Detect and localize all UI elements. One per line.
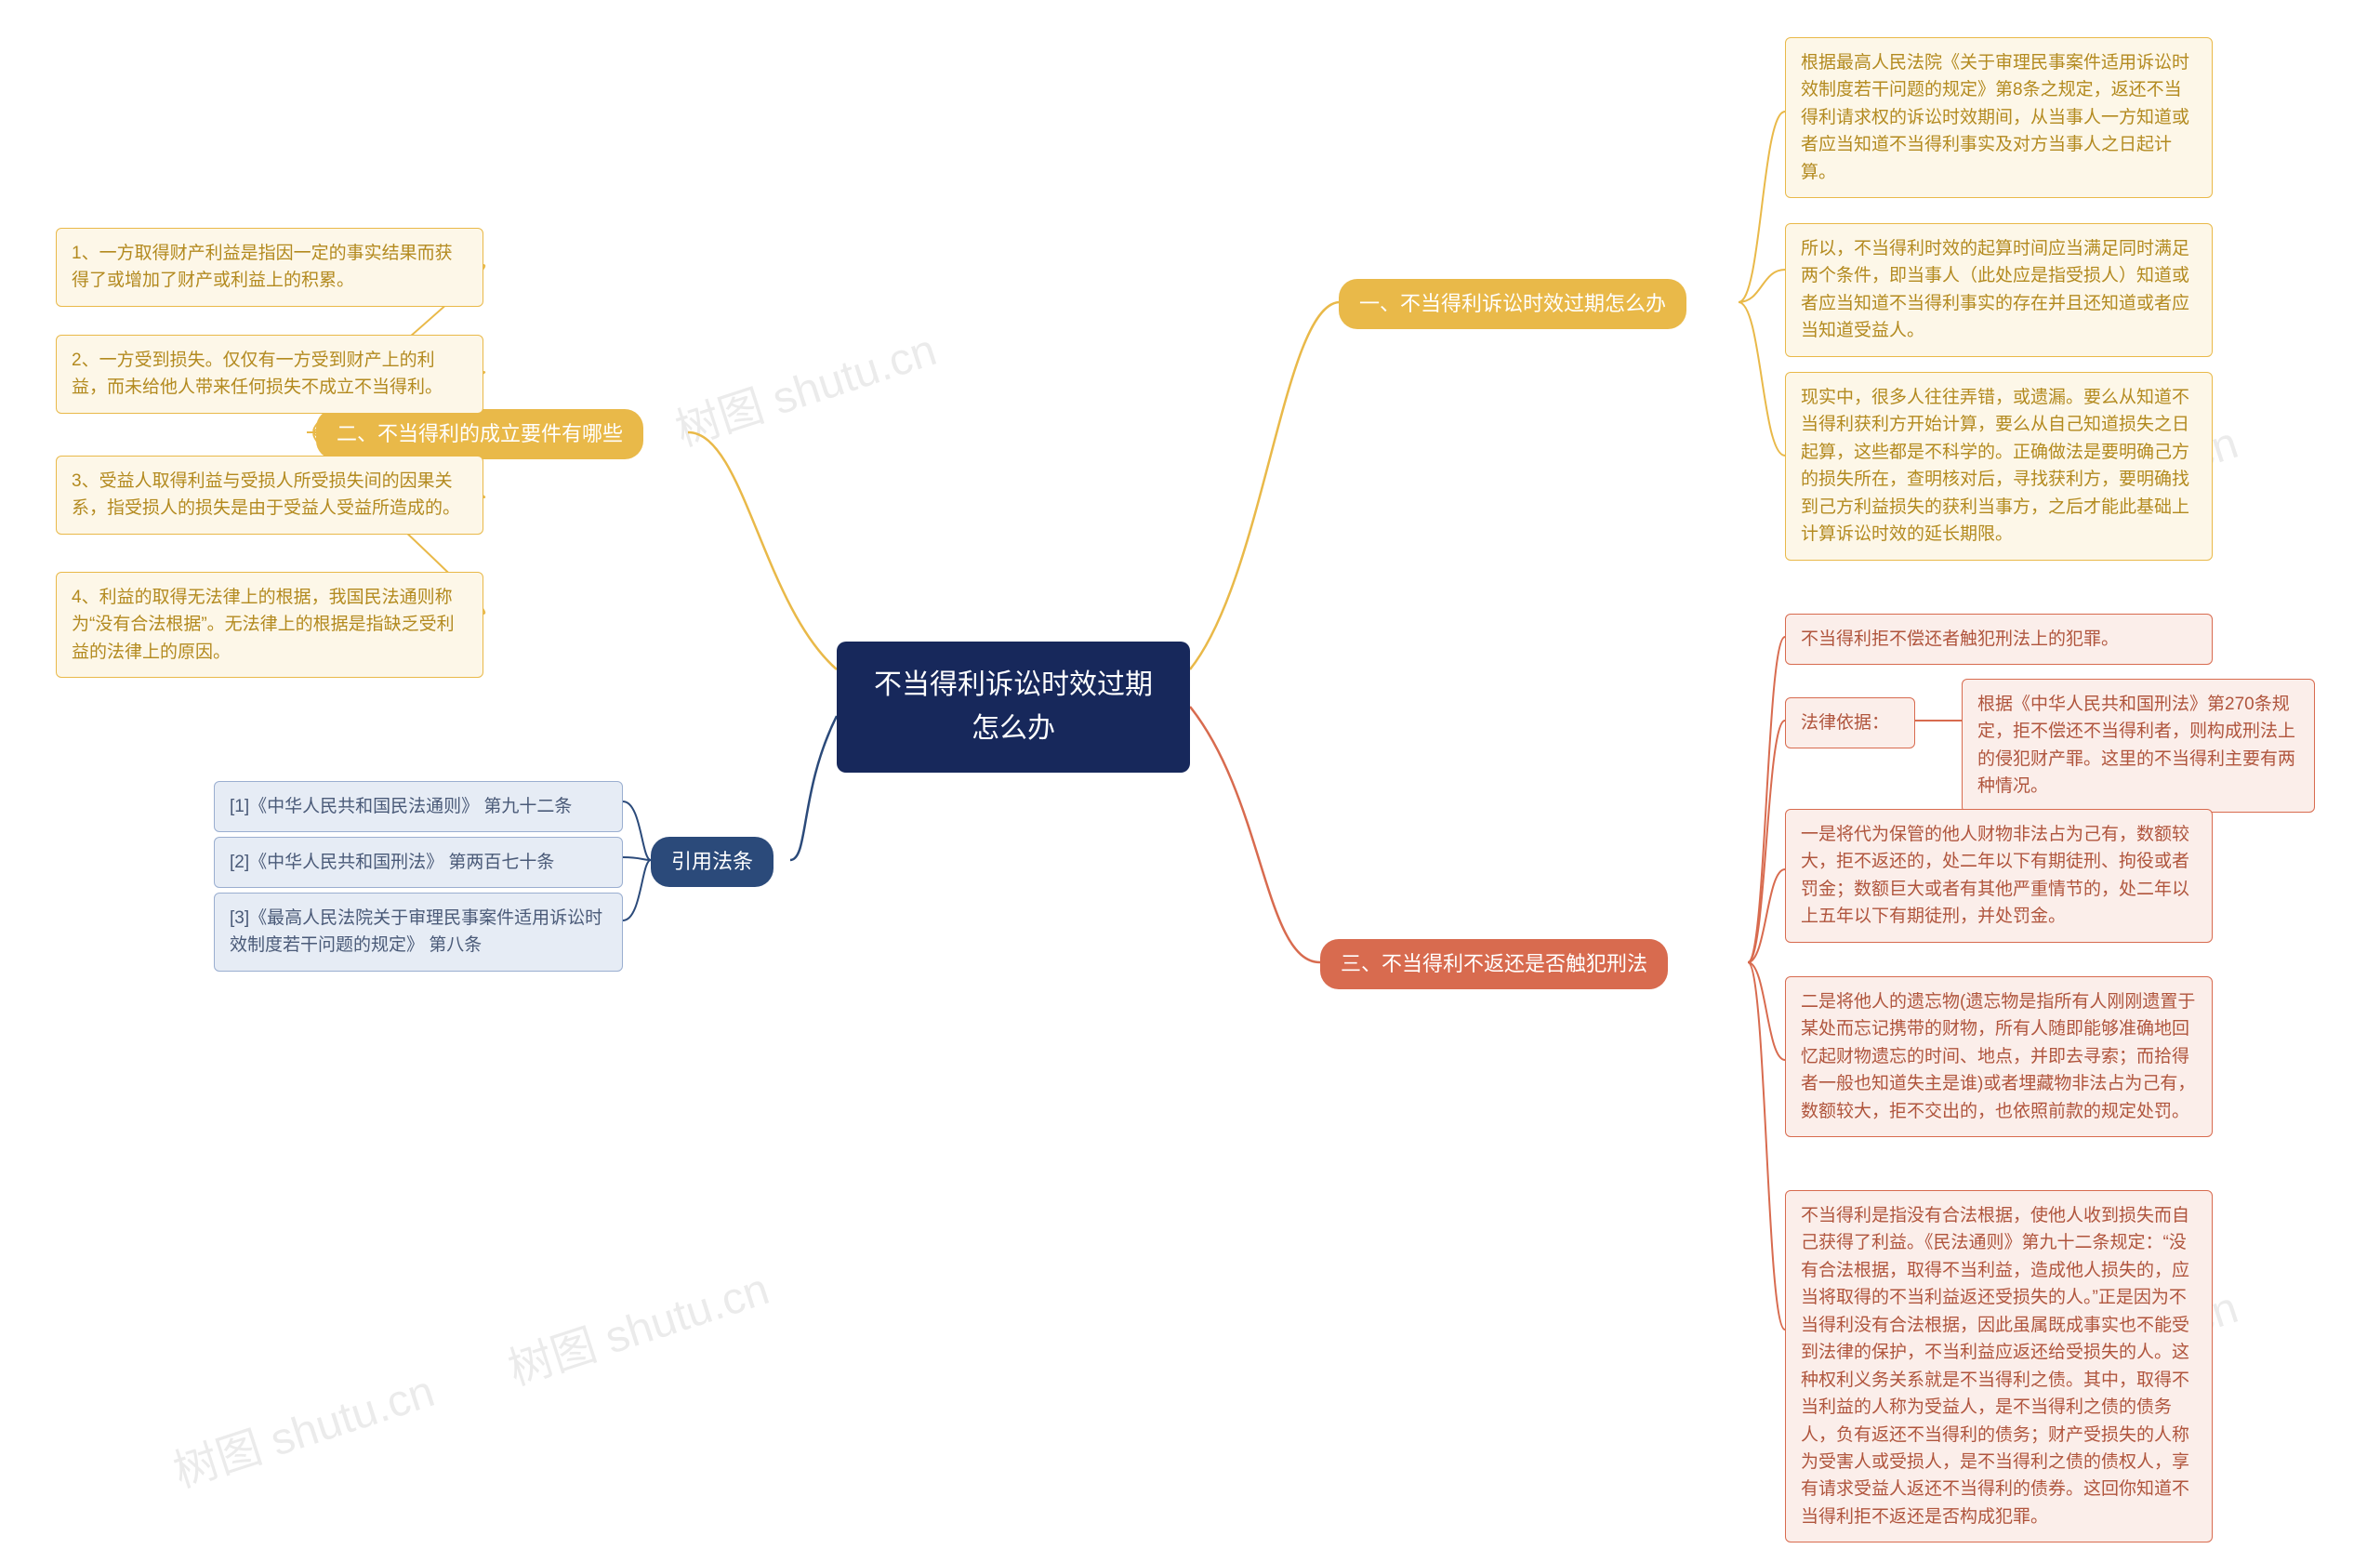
branch-3-leaf-4[interactable]: 二是将他人的遗忘物(遗忘物是指所有人刚刚遗置于某处而忘记携带的财物，所有人随即能… (1785, 976, 2213, 1137)
leaf-text: 4、利益的取得无法律上的根据，我国民法通则称为“没有合法根据”。无法律上的根据是… (72, 588, 455, 662)
leaf-text: 所以，不当得利时效的起算时间应当满足同时满足两个条件，即当事人（此处应是指受损人… (1801, 239, 2189, 340)
branch-3-leaf-3[interactable]: 一是将代为保管的他人财物非法占为己有，数额较大，拒不返还的，处二年以下有期徒刑、… (1785, 809, 2213, 943)
branch-3-sub-leaf[interactable]: 根据《中华人民共和国刑法》第270条规定，拒不偿还不当得利者，则构成刑法上的侵犯… (1962, 679, 2315, 813)
branch-1-node[interactable]: 一、不当得利诉讼时效过期怎么办 (1339, 279, 1686, 329)
branch-2-leaf-4[interactable]: 4、利益的取得无法律上的根据，我国民法通则称为“没有合法根据”。无法律上的根据是… (56, 572, 483, 678)
leaf-text: [1]《中华人民共和国民法通则》 第九十二条 (230, 797, 572, 816)
branch-1-leaf-1[interactable]: 根据最高人民法院《关于审理民事案件适用诉讼时效制度若干问题的规定》第8条之规定，… (1785, 37, 2213, 198)
branch-4-title: 引用法条 (671, 850, 753, 873)
leaf-text: 根据最高人民法院《关于审理民事案件适用诉讼时效制度若干问题的规定》第8条之规定，… (1801, 53, 2189, 182)
sub-title: 法律依据： (1801, 713, 1889, 733)
leaf-text: 不当得利拒不偿还者触犯刑法上的犯罪。 (1801, 629, 2119, 649)
leaf-text: 1、一方取得财产利益是指因一定的事实结果而获得了或增加了财产或利益上的积累。 (72, 244, 453, 290)
center-node[interactable]: 不当得利诉讼时效过期怎么办 (837, 642, 1190, 773)
branch-4-node[interactable]: 引用法条 (651, 837, 774, 887)
watermark: 树图 shutu.cn (164, 1355, 441, 1500)
branch-1-title: 一、不当得利诉讼时效过期怎么办 (1359, 292, 1666, 315)
leaf-text: 根据《中华人民共和国刑法》第270条规定，拒不偿还不当得利者，则构成刑法上的侵犯… (1977, 695, 2295, 796)
branch-3-title: 三、不当得利不返还是否触犯刑法 (1341, 952, 1647, 975)
branch-4-leaf-3[interactable]: [3]《最高人民法院关于审理民事案件适用诉讼时效制度若干问题的规定》 第八条 (214, 893, 623, 972)
leaf-text: 不当得利是指没有合法根据，使他人收到损失而自己获得了利益。《民法通则》第九十二条… (1801, 1206, 2189, 1527)
branch-2-leaf-3[interactable]: 3、受益人取得利益与受损人所受损失间的因果关系，指受损人的损失是由于受益人受益所… (56, 456, 483, 535)
center-node-text: 不当得利诉讼时效过期怎么办 (874, 669, 1153, 744)
branch-1-leaf-3[interactable]: 现实中，很多人往往弄错，或遗漏。要么从知道不当得利获利方开始计算，要么从自己知道… (1785, 372, 2213, 561)
branch-3-leaf-5[interactable]: 不当得利是指没有合法根据，使他人收到损失而自己获得了利益。《民法通则》第九十二条… (1785, 1190, 2213, 1542)
leaf-text: 二是将他人的遗忘物(遗忘物是指所有人刚刚遗置于某处而忘记携带的财物，所有人随即能… (1801, 992, 2195, 1121)
leaf-text: [3]《最高人民法院关于审理民事案件适用诉讼时效制度若干问题的规定》 第八条 (230, 908, 602, 955)
branch-3-leaf-1[interactable]: 不当得利拒不偿还者触犯刑法上的犯罪。 (1785, 614, 2213, 665)
branch-1-leaf-2[interactable]: 所以，不当得利时效的起算时间应当满足同时满足两个条件，即当事人（此处应是指受损人… (1785, 223, 2213, 357)
branch-4-leaf-1[interactable]: [1]《中华人民共和国民法通则》 第九十二条 (214, 781, 623, 832)
leaf-text: 2、一方受到损失。仅仅有一方受到财产上的利益，而未给他人带来任何损失不成立不当得… (72, 351, 443, 397)
leaf-text: 3、受益人取得利益与受损人所受损失间的因果关系，指受损人的损失是由于受益人受益所… (72, 471, 460, 518)
branch-3-sub-node[interactable]: 法律依据： (1785, 697, 1915, 748)
leaf-text: 一是将代为保管的他人财物非法占为己有，数额较大，拒不返还的，处二年以下有期徒刑、… (1801, 825, 2189, 926)
branch-2-leaf-1[interactable]: 1、一方取得财产利益是指因一定的事实结果而获得了或增加了财产或利益上的积累。 (56, 228, 483, 307)
branch-4-leaf-2[interactable]: [2]《中华人民共和国刑法》 第两百七十条 (214, 837, 623, 888)
branch-2-node[interactable]: 二、不当得利的成立要件有哪些 (316, 409, 643, 459)
watermark: 树图 shutu.cn (666, 313, 943, 458)
watermark: 树图 shutu.cn (498, 1252, 775, 1397)
leaf-text: 现实中，很多人往往弄错，或遗漏。要么从知道不当得利获利方开始计算，要么从自己知道… (1801, 388, 2189, 544)
branch-2-leaf-2[interactable]: 2、一方受到损失。仅仅有一方受到财产上的利益，而未给他人带来任何损失不成立不当得… (56, 335, 483, 414)
branch-3-node[interactable]: 三、不当得利不返还是否触犯刑法 (1320, 939, 1668, 989)
branch-2-title: 二、不当得利的成立要件有哪些 (337, 422, 623, 445)
leaf-text: [2]《中华人民共和国刑法》 第两百七十条 (230, 853, 554, 872)
